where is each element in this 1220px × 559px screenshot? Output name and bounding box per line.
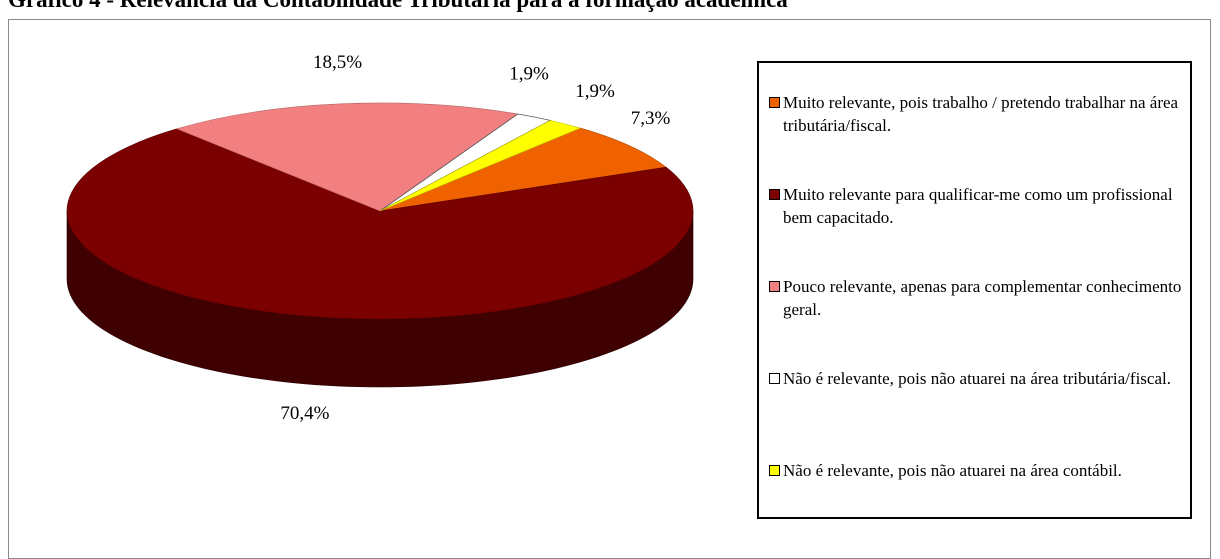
legend-label-2: Pouco relevante, apenas para complementa… bbox=[783, 277, 1182, 319]
legend-label-0: Muito relevante, pois trabalho / pretend… bbox=[783, 93, 1179, 135]
legend-item-1: Muito relevante para qualificar-me como … bbox=[769, 183, 1182, 275]
pie-value-labels: 7,3% 70,4% 18,5% 1,9% 1,9% bbox=[280, 52, 670, 424]
legend-label-4: Não é relevante, pois não atuarei na áre… bbox=[783, 461, 1122, 480]
pie-slice-2 bbox=[175, 102, 519, 212]
legend-swatch-1 bbox=[769, 189, 780, 200]
pie-value-label-1: 70,4% bbox=[280, 403, 329, 424]
legend-swatch-0 bbox=[769, 97, 780, 108]
legend-label-3: Não é relevante, pois não atuarei na áre… bbox=[783, 369, 1171, 388]
pie-slice-0 bbox=[379, 127, 667, 212]
pie-value-label-0: 7,3% bbox=[631, 108, 671, 129]
pie-value-label-2: 18,5% bbox=[313, 52, 362, 73]
legend-label-1: Muito relevante para qualificar-me como … bbox=[783, 185, 1173, 227]
legend-item-0: Muito relevante, pois trabalho / pretend… bbox=[769, 91, 1182, 183]
pie-value-label-4: 1,9% bbox=[575, 81, 615, 102]
chart-legend: Muito relevante, pois trabalho / pretend… bbox=[757, 61, 1192, 519]
legend-item-3: Não é relevante, pois não atuarei na áre… bbox=[769, 367, 1182, 459]
legend-item-2: Pouco relevante, apenas para complementa… bbox=[769, 275, 1182, 367]
pie-slices bbox=[66, 102, 694, 388]
pie-slice-1 bbox=[66, 128, 694, 320]
pie-slice-4 bbox=[379, 120, 582, 212]
legend-swatch-2 bbox=[769, 281, 780, 292]
pie-value-label-3: 1,9% bbox=[509, 64, 549, 85]
legend-swatch-3 bbox=[769, 373, 780, 384]
chart-title: Gráfico 4 - Relevância da Contabilidade … bbox=[8, 0, 788, 13]
legend-item-4: Não é relevante, pois não atuarei na áre… bbox=[769, 459, 1182, 551]
legend-swatch-4 bbox=[769, 465, 780, 476]
